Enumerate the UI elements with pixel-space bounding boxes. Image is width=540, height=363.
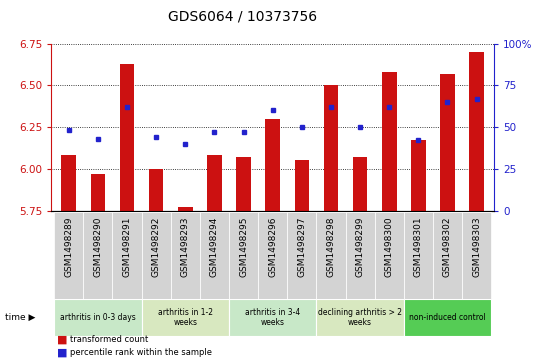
Text: GSM1498291: GSM1498291 — [123, 217, 132, 277]
Bar — [141, 212, 171, 299]
Text: GDS6064 / 10373756: GDS6064 / 10373756 — [168, 9, 318, 23]
Bar — [229, 299, 316, 336]
Text: GSM1498299: GSM1498299 — [356, 217, 364, 277]
Text: GSM1498290: GSM1498290 — [93, 217, 103, 277]
Bar — [112, 212, 141, 299]
Text: GSM1498297: GSM1498297 — [298, 217, 306, 277]
Text: GSM1498302: GSM1498302 — [443, 217, 452, 277]
Text: GSM1498294: GSM1498294 — [210, 217, 219, 277]
Text: transformed count: transformed count — [70, 335, 148, 344]
Bar — [469, 52, 484, 211]
Bar — [178, 207, 193, 211]
Bar — [149, 169, 164, 211]
Bar — [237, 157, 251, 211]
Text: GSM1498300: GSM1498300 — [384, 217, 394, 277]
Bar — [54, 299, 141, 336]
Text: declining arthritis > 2
weeks: declining arthritis > 2 weeks — [318, 308, 402, 327]
Bar — [294, 160, 309, 211]
Text: ■: ■ — [57, 348, 67, 358]
Text: GSM1498303: GSM1498303 — [472, 217, 481, 277]
Bar — [62, 155, 76, 211]
Bar — [141, 299, 229, 336]
Text: GSM1498295: GSM1498295 — [239, 217, 248, 277]
Bar — [440, 74, 455, 211]
Text: time ▶: time ▶ — [5, 313, 36, 322]
Text: GSM1498293: GSM1498293 — [181, 217, 190, 277]
Text: GSM1498292: GSM1498292 — [152, 217, 161, 277]
Text: arthritis in 1-2
weeks: arthritis in 1-2 weeks — [158, 308, 213, 327]
Bar — [346, 212, 375, 299]
Bar — [229, 212, 258, 299]
Bar — [404, 299, 491, 336]
Bar — [207, 155, 222, 211]
Bar — [323, 85, 338, 211]
Bar — [266, 119, 280, 211]
Bar — [54, 212, 83, 299]
Text: GSM1498296: GSM1498296 — [268, 217, 277, 277]
Bar — [353, 157, 367, 211]
Bar — [258, 212, 287, 299]
Text: GSM1498289: GSM1498289 — [64, 217, 73, 277]
Bar — [91, 174, 105, 211]
Bar — [433, 212, 462, 299]
Text: GSM1498301: GSM1498301 — [414, 217, 423, 277]
Bar — [316, 299, 404, 336]
Text: arthritis in 3-4
weeks: arthritis in 3-4 weeks — [245, 308, 300, 327]
Text: percentile rank within the sample: percentile rank within the sample — [70, 348, 212, 357]
Bar — [171, 212, 200, 299]
Bar — [411, 140, 426, 211]
Bar — [287, 212, 316, 299]
Bar — [200, 212, 229, 299]
Bar — [83, 212, 112, 299]
Text: arthritis in 0-3 days: arthritis in 0-3 days — [60, 313, 136, 322]
Bar — [375, 212, 404, 299]
Bar — [404, 212, 433, 299]
Bar — [120, 64, 134, 211]
Text: non-induced control: non-induced control — [409, 313, 486, 322]
Bar — [382, 72, 396, 211]
Bar — [462, 212, 491, 299]
Text: ■: ■ — [57, 334, 67, 344]
Text: GSM1498298: GSM1498298 — [327, 217, 335, 277]
Bar — [316, 212, 346, 299]
